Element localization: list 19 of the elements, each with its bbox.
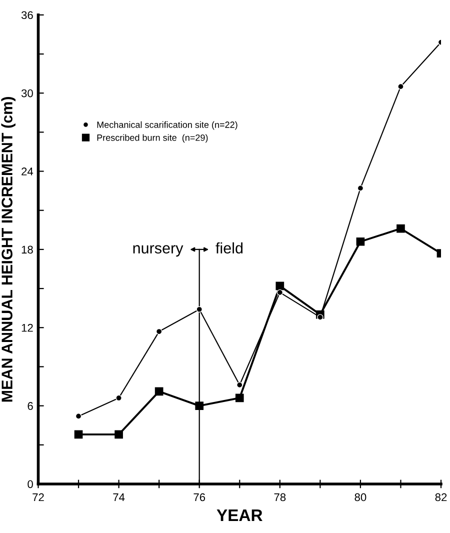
x-tick-label: 80 — [354, 493, 366, 502]
annotation: nursery — [133, 245, 184, 257]
annotation: field — [216, 242, 242, 254]
y-tick-label: 12 — [22, 324, 33, 332]
x-tick-label: 82 — [435, 493, 447, 502]
legend-label: Mechanical scarification site (n=22) — [97, 121, 238, 130]
y-tick-label: 36 — [21, 11, 33, 20]
x-tick-label: 74 — [113, 493, 125, 502]
legend-label: Prescribed burn site (n=29) — [97, 134, 208, 143]
x-tick-label: 78 — [274, 493, 286, 502]
y-tick-label: 30 — [21, 89, 33, 98]
x-tick-label: 72 — [32, 493, 44, 502]
y-tick-label: 18 — [22, 246, 33, 254]
x-tick-label: 76 — [194, 493, 206, 502]
x-axis-title: YEAR — [216, 510, 262, 521]
y-axis-title: MEAN ANNUAL HEIGHT INCREMENT (cm) — [1, 97, 16, 402]
y-tick-label: 0 — [28, 480, 33, 488]
y-tick-label: 6 — [28, 402, 33, 410]
y-tick-label: 24 — [22, 168, 34, 176]
